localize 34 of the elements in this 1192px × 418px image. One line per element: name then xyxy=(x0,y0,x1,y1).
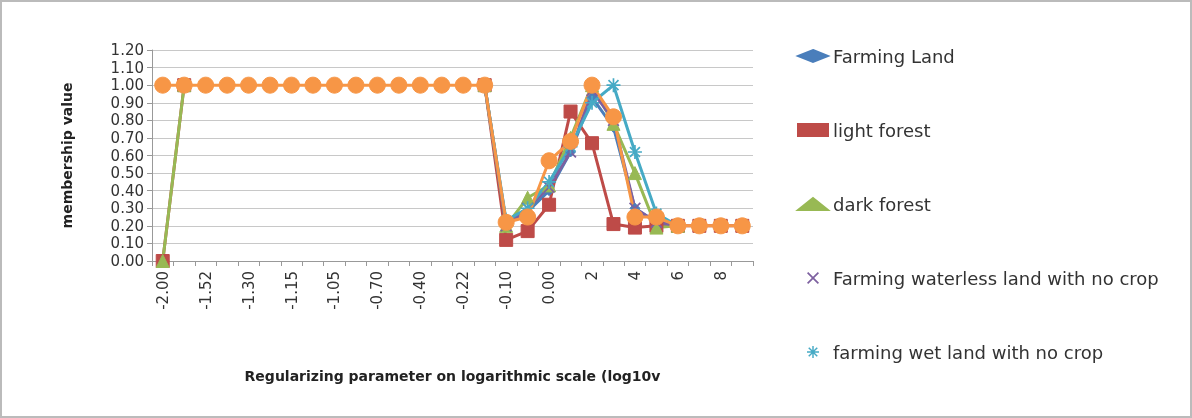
x-tick-label: 2 xyxy=(583,271,602,281)
x-tick-label: -0.40 xyxy=(411,271,430,310)
legend-label: Farming Land xyxy=(833,45,955,67)
x-tick-label: 8 xyxy=(711,271,730,281)
y-tick-label: 0.90 xyxy=(110,93,144,112)
x-tick-label: -0.22 xyxy=(454,271,473,310)
y-tick-label: 0.10 xyxy=(110,234,144,253)
x-axis-title: Regularizing parameter on logarithmic scale (log10v xyxy=(244,368,661,384)
x-tick-label: -1.15 xyxy=(282,271,301,310)
y-tick-label: 1.10 xyxy=(110,58,144,77)
x-tick-label: -1.05 xyxy=(325,271,344,310)
x-tick-label: 0.00 xyxy=(540,271,559,305)
y-tick-label: 1.00 xyxy=(110,76,144,95)
x-tick-label: -1.52 xyxy=(196,271,215,310)
y-axis-title: membership value xyxy=(59,82,75,229)
legend-label: Farming waterless land with no crop xyxy=(833,267,1159,289)
x-tick-label: -1.30 xyxy=(239,271,258,310)
y-tick-label: 0.20 xyxy=(110,216,144,235)
y-tick-label: 0.30 xyxy=(110,199,144,218)
x-tick-label: -0.10 xyxy=(497,271,516,310)
x-tick-label: 6 xyxy=(668,271,687,281)
x-tick-label: 4 xyxy=(625,271,644,281)
y-tick-label: 0.00 xyxy=(110,252,144,270)
legend-label: farming wet land with no crop xyxy=(833,341,1104,363)
y-tick-label: 0.40 xyxy=(110,181,144,200)
y-tick-label: 0.60 xyxy=(110,146,144,165)
y-tick-label: 0.50 xyxy=(110,164,144,183)
y-tick-label: 0.70 xyxy=(110,128,144,147)
legend-label: dark forest xyxy=(833,193,931,215)
x-tick-label: -2.00 xyxy=(153,271,172,310)
legend-label: light forest xyxy=(833,119,931,141)
y-tick-label: 0.80 xyxy=(110,111,144,130)
y-tick-label: 1.20 xyxy=(110,41,144,59)
x-tick-label: -0.70 xyxy=(368,271,387,310)
